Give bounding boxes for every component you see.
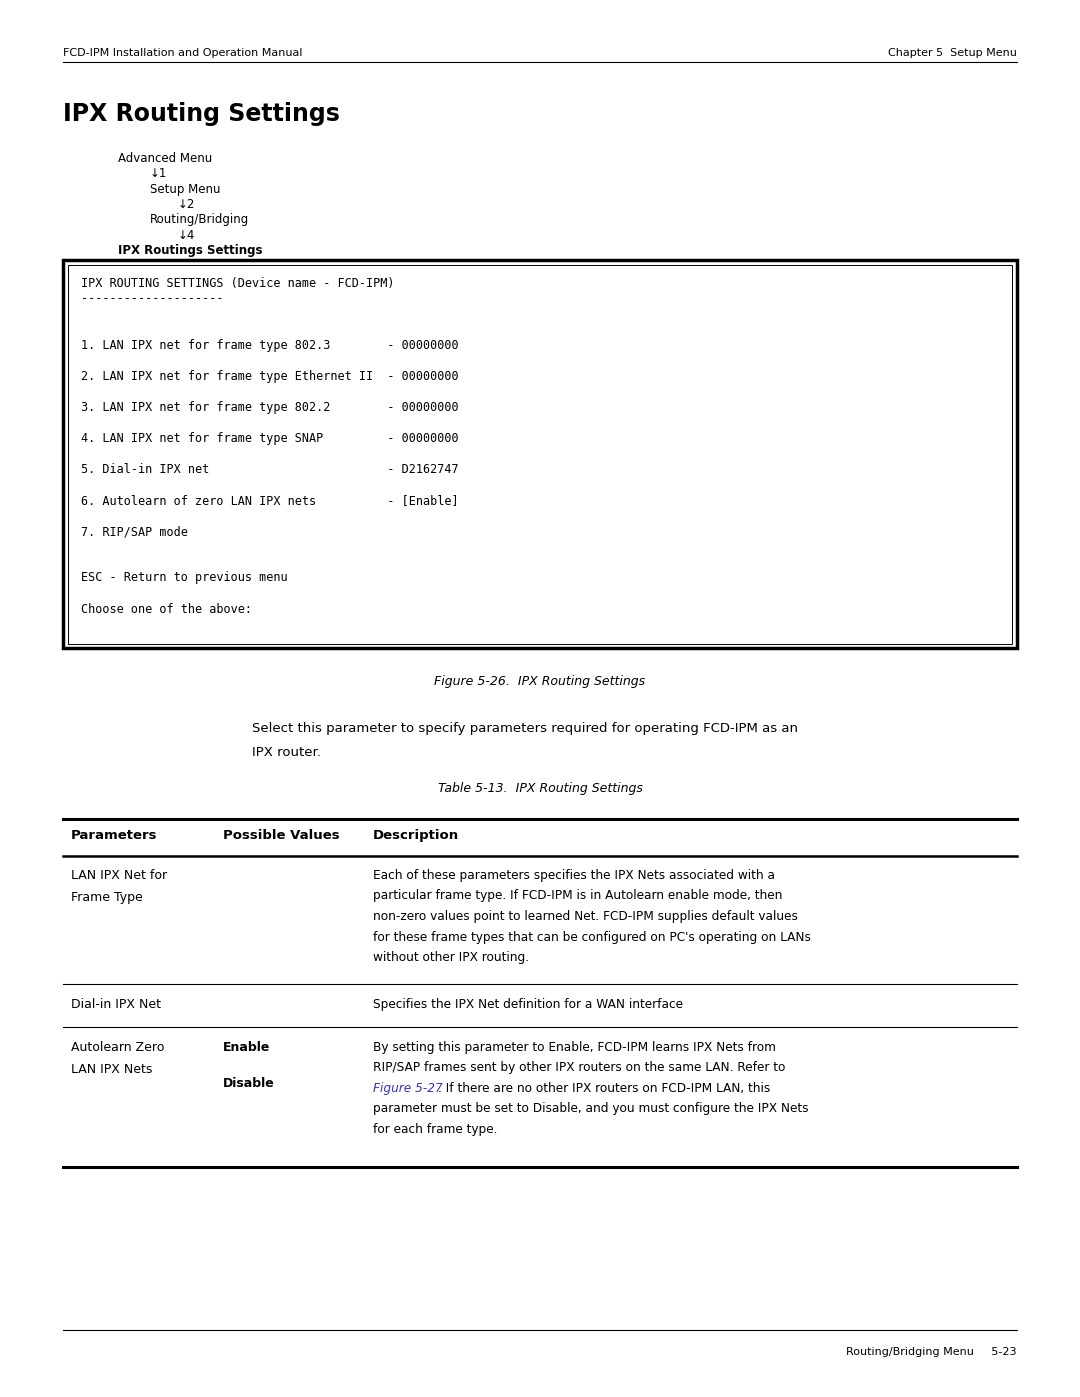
Text: Disable: Disable (222, 1077, 274, 1090)
Text: IPX Routing Settings: IPX Routing Settings (63, 102, 340, 126)
Text: FCD-IPM Installation and Operation Manual: FCD-IPM Installation and Operation Manua… (63, 47, 302, 59)
Text: --------------------: -------------------- (81, 292, 224, 306)
Text: ESC - Return to previous menu: ESC - Return to previous menu (81, 571, 287, 584)
Text: Setup Menu: Setup Menu (150, 183, 220, 196)
Text: 3. LAN IPX net for frame type 802.2        - 00000000: 3. LAN IPX net for frame type 802.2 - 00… (81, 401, 459, 414)
Text: ↓2: ↓2 (178, 198, 195, 211)
Text: particular frame type. If FCD-IPM is in Autolearn enable mode, then: particular frame type. If FCD-IPM is in … (373, 890, 782, 902)
Text: ↓1: ↓1 (150, 168, 167, 180)
Bar (67, 264, 1012, 644)
Text: Description: Description (373, 828, 459, 842)
Text: Choose one of the above:: Choose one of the above: (81, 602, 252, 616)
Text: 6. Autolearn of zero LAN IPX nets          - [Enable]: 6. Autolearn of zero LAN IPX nets - [Ena… (81, 495, 459, 507)
Text: By setting this parameter to Enable, FCD-IPM learns IPX Nets from: By setting this parameter to Enable, FCD… (373, 1041, 775, 1053)
Text: parameter must be set to Disable, and you must configure the IPX Nets: parameter must be set to Disable, and yo… (373, 1102, 809, 1115)
Text: IPX ROUTING SETTINGS (Device name - FCD-IPM): IPX ROUTING SETTINGS (Device name - FCD-… (81, 277, 394, 291)
Text: ↓4: ↓4 (178, 229, 195, 242)
Text: Chapter 5  Setup Menu: Chapter 5 Setup Menu (888, 47, 1017, 59)
Text: 7. RIP/SAP mode: 7. RIP/SAP mode (81, 525, 188, 538)
Text: 2. LAN IPX net for frame type Ethernet II  - 00000000: 2. LAN IPX net for frame type Ethernet I… (81, 370, 459, 383)
Text: Enable: Enable (222, 1041, 270, 1053)
Text: 4. LAN IPX net for frame type SNAP         - 00000000: 4. LAN IPX net for frame type SNAP - 000… (81, 432, 459, 446)
Text: Dial-in IPX Net: Dial-in IPX Net (71, 997, 161, 1011)
Text: non-zero values point to learned Net. FCD-IPM supplies default values: non-zero values point to learned Net. FC… (373, 909, 798, 923)
Text: IPX Routings Settings: IPX Routings Settings (118, 244, 262, 257)
Text: Figure 5-27: Figure 5-27 (373, 1083, 443, 1095)
Text: for these frame types that can be configured on PC's operating on LANs: for these frame types that can be config… (373, 930, 811, 943)
Text: Frame Type: Frame Type (71, 891, 143, 904)
Text: Possible Values: Possible Values (222, 828, 339, 842)
Text: Each of these parameters specifies the IPX Nets associated with a: Each of these parameters specifies the I… (373, 869, 775, 882)
Text: LAN IPX Nets: LAN IPX Nets (71, 1063, 152, 1076)
Text: Autolearn Zero: Autolearn Zero (71, 1041, 164, 1053)
Text: Figure 5-26.  IPX Routing Settings: Figure 5-26. IPX Routing Settings (434, 675, 646, 687)
Text: for each frame type.: for each frame type. (373, 1123, 498, 1136)
Text: Select this parameter to specify parameters required for operating FCD-IPM as an: Select this parameter to specify paramet… (252, 722, 798, 735)
Text: . If there are no other IPX routers on FCD-IPM LAN, this: . If there are no other IPX routers on F… (438, 1083, 770, 1095)
Text: IPX router.: IPX router. (252, 746, 321, 759)
Text: Specifies the IPX Net definition for a WAN interface: Specifies the IPX Net definition for a W… (373, 997, 683, 1011)
Text: without other IPX routing.: without other IPX routing. (373, 951, 529, 964)
Text: 5. Dial-in IPX net                         - D2162747: 5. Dial-in IPX net - D2162747 (81, 462, 459, 476)
Text: 1. LAN IPX net for frame type 802.3        - 00000000: 1. LAN IPX net for frame type 802.3 - 00… (81, 339, 459, 352)
Text: RIP/SAP frames sent by other IPX routers on the same LAN. Refer to: RIP/SAP frames sent by other IPX routers… (373, 1062, 785, 1074)
Text: Parameters: Parameters (71, 828, 158, 842)
Text: Advanced Menu: Advanced Menu (118, 152, 213, 165)
Bar (63, 260, 1017, 648)
Text: LAN IPX Net for: LAN IPX Net for (71, 869, 167, 882)
Text: Routing/Bridging Menu     5-23: Routing/Bridging Menu 5-23 (847, 1347, 1017, 1356)
Text: Table 5-13.  IPX Routing Settings: Table 5-13. IPX Routing Settings (437, 782, 643, 795)
Text: Routing/Bridging: Routing/Bridging (150, 214, 249, 226)
